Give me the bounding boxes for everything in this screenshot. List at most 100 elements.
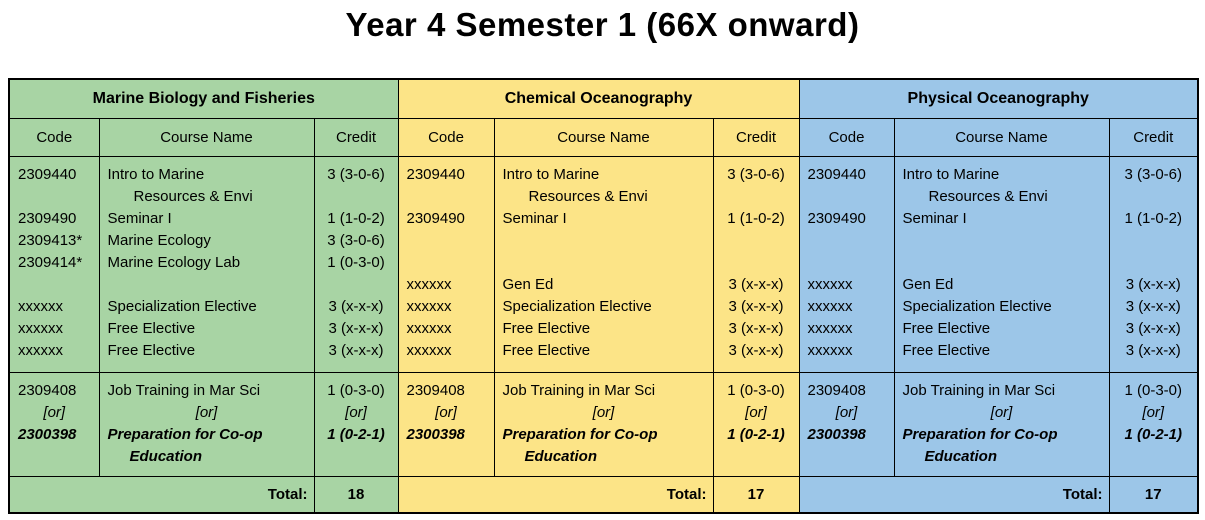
job-training-or-row: 2309408 [or] 2300398 Job Training in Mar S… <box>8 371 1199 477</box>
course-credit-line <box>714 230 799 252</box>
or-code-line: 2309408 <box>807 381 866 399</box>
course-code-line <box>399 252 494 274</box>
course-name-line <box>100 274 314 296</box>
total-value-chemical-oceanography: 17 <box>712 475 800 514</box>
course-credit-line: 3 (x-x-x) <box>328 297 384 315</box>
course-names-cell: Intro to Marine Resources & Envi Seminar I… <box>493 155 714 373</box>
course-credit-line <box>714 252 799 274</box>
course-credits-cell: 3 (3-0-6) 1 (1-0-2) 3 (3-0-6) 1 (0-3-0) 3 … <box>313 155 399 373</box>
or-code-line <box>399 446 494 468</box>
course-name-line: Specialization Elective <box>107 297 257 315</box>
course-credits-cell: 3 (3-0-6) 1 (1-0-2) 3 (x-x-x) 3 (x-x-x) 3 … <box>1108 155 1199 373</box>
program-header-physical-oceanography: Physical Oceanography <box>798 78 1199 119</box>
or-code-line: 2309408 <box>406 381 465 399</box>
course-code-line: xxxxxx <box>807 341 853 359</box>
total-value-marine-biology: 18 <box>313 475 399 514</box>
course-code-line: 2309490 <box>406 209 465 227</box>
or-credit-line: [or] <box>1142 403 1165 421</box>
course-credit-line: 1 (0-3-0) <box>327 253 385 271</box>
or-codes-cell: 2309408 [or] 2300398 <box>397 371 495 477</box>
course-code-line: xxxxxx <box>807 275 853 293</box>
course-name-line: Resources & Envi <box>133 187 253 205</box>
course-credit-line: 3 (x-x-x) <box>328 319 384 337</box>
curriculum-table: Marine Biology and Fisheries Chemical Oc… <box>8 78 1199 514</box>
course-name-line: Free Elective <box>107 319 196 337</box>
course-code-line: 2309490 <box>807 209 866 227</box>
or-credit-line <box>315 446 398 468</box>
or-credit-line <box>714 446 799 468</box>
or-name-line: [or] <box>195 403 218 421</box>
column-header-code: Code <box>397 117 495 157</box>
column-header-credit: Credit <box>1108 117 1199 157</box>
or-name-line: [or] <box>592 403 615 421</box>
course-credit-line: 3 (x-x-x) <box>728 275 784 293</box>
course-name-line: Intro to Marine <box>107 165 205 183</box>
course-name-line: Intro to Marine <box>902 165 1000 183</box>
or-code-line <box>10 446 99 468</box>
or-name-line: Education <box>129 447 203 465</box>
program-header-chemical-oceanography: Chemical Oceanography <box>397 78 800 119</box>
course-code-line: xxxxxx <box>807 319 853 337</box>
or-code-line <box>800 446 894 468</box>
course-credit-line: 3 (x-x-x) <box>1125 275 1181 293</box>
column-header-course-name: Course Name <box>493 117 714 157</box>
course-code-line: xxxxxx <box>406 275 452 293</box>
course-name-line: Free Elective <box>502 319 591 337</box>
or-credits-cell: 1 (0-3-0) [or] 1 (0-2-1) <box>1108 371 1199 477</box>
course-code-line: xxxxxx <box>406 297 452 315</box>
course-code-line: 2309490 <box>18 209 77 227</box>
total-label: Total: <box>397 475 714 514</box>
or-credits-cell: 1 (0-3-0) [or] 1 (0-2-1) <box>313 371 399 477</box>
course-name-line: Specialization Elective <box>502 297 652 315</box>
course-code-line: xxxxxx <box>406 341 452 359</box>
course-code-line <box>399 230 494 252</box>
or-codes-cell: 2309408 [or] 2300398 <box>8 371 100 477</box>
course-name-line: Resources & Envi <box>528 187 648 205</box>
course-name-line <box>495 252 713 274</box>
or-code-line: [or] <box>835 403 858 421</box>
total-value-physical-oceanography: 17 <box>1108 475 1199 514</box>
course-credit-line: 1 (1-0-2) <box>1124 209 1183 227</box>
course-credit-line <box>714 186 799 208</box>
course-code-line: xxxxxx <box>406 319 452 337</box>
course-name-line: Intro to Marine <box>502 165 600 183</box>
course-credit-line <box>1110 230 1198 252</box>
course-name-line: Marine Ecology Lab <box>107 253 241 271</box>
course-credit-line: 3 (x-x-x) <box>1125 319 1181 337</box>
course-code-line <box>10 274 99 296</box>
course-name-line: Gen Ed <box>502 275 554 293</box>
course-name-line: Resources & Envi <box>928 187 1048 205</box>
or-name-line: [or] <box>990 403 1013 421</box>
course-name-line <box>495 230 713 252</box>
or-credit-line: 1 (0-3-0) <box>327 381 385 399</box>
course-code-line <box>800 252 894 274</box>
or-name-line: Preparation for Co-op <box>902 425 1058 443</box>
course-credit-line: 1 (1-0-2) <box>727 209 785 227</box>
course-code-line <box>10 186 99 208</box>
course-code-line: xxxxxx <box>807 297 853 315</box>
course-credit-line: 3 (x-x-x) <box>328 341 384 359</box>
course-codes-cell: 2309440 2309490 2309413* 2309414* xxxxxx xx… <box>8 155 100 373</box>
course-code-line: 2309413* <box>18 231 83 249</box>
course-code-line: 2309440 <box>406 165 465 183</box>
or-credit-line: [or] <box>345 403 367 421</box>
course-code-line: xxxxxx <box>18 319 63 337</box>
course-credit-line <box>315 274 398 296</box>
or-code-line: 2300398 <box>807 425 866 443</box>
course-credit-line: 3 (x-x-x) <box>1125 297 1181 315</box>
or-codes-cell: 2309408 [or] 2300398 <box>798 371 895 477</box>
or-credits-cell: 1 (0-3-0) [or] 1 (0-2-1) <box>712 371 800 477</box>
or-code-line: [or] <box>435 403 457 421</box>
course-credit-line <box>1110 252 1198 274</box>
column-header-credit: Credit <box>712 117 800 157</box>
or-name-line: Preparation for Co-op <box>502 425 658 443</box>
course-code-line <box>800 230 894 252</box>
page-title: Year 4 Semester 1 (66X onward) <box>345 6 860 43</box>
or-code-line: 2300398 <box>18 425 77 443</box>
or-names-cell: Job Training in Mar Sci [or] Preparation f… <box>493 371 714 477</box>
course-name-line: Marine Ecology <box>107 231 211 249</box>
course-credit-line: 3 (3-0-6) <box>727 165 785 183</box>
course-names-cell: Intro to Marine Resources & Envi Seminar I… <box>98 155 315 373</box>
course-credit-line: 3 (x-x-x) <box>728 297 784 315</box>
total-label: Total: <box>798 475 1110 514</box>
